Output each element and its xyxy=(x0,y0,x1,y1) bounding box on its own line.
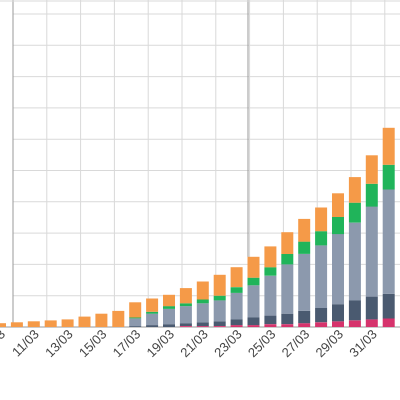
bar-segment xyxy=(163,309,175,325)
bar-segment xyxy=(264,315,277,325)
bar-segment xyxy=(179,306,192,324)
bar-segment xyxy=(247,317,260,326)
bar-segment xyxy=(365,155,378,184)
bar-segment xyxy=(196,322,209,327)
bar-segment xyxy=(382,293,395,319)
bar-segment xyxy=(129,318,142,327)
bar-segment xyxy=(230,292,243,320)
bar-segment xyxy=(44,320,57,327)
bar-segment xyxy=(332,193,344,217)
bar-segment xyxy=(129,326,142,327)
bar-segment xyxy=(382,127,395,165)
bar-segment xyxy=(146,311,159,314)
bar-segment xyxy=(213,321,226,326)
bar-segment xyxy=(196,281,209,300)
bar-segment xyxy=(196,299,209,304)
bar-segment xyxy=(348,320,361,327)
bar-segment xyxy=(146,325,159,327)
bar-segment xyxy=(281,232,294,254)
bar-segment xyxy=(298,218,311,242)
bar-segment xyxy=(230,267,243,288)
bar-segment xyxy=(179,326,192,327)
x-tick-label: 31/03 xyxy=(346,327,380,361)
bar-segment xyxy=(78,316,91,327)
bar-segment xyxy=(315,322,328,327)
bar-segment xyxy=(196,303,209,323)
bar-segment xyxy=(0,323,6,327)
bar-segment xyxy=(264,275,277,316)
bar-segment xyxy=(315,207,328,232)
bar-segment xyxy=(382,164,395,190)
bar-segment xyxy=(95,313,108,327)
bar-segment xyxy=(365,319,378,327)
bar-segment xyxy=(112,310,125,327)
bar-segment xyxy=(332,321,344,327)
bar-segment xyxy=(230,319,243,326)
bar-segment xyxy=(146,313,159,326)
x-tick-label: 15/03 xyxy=(76,327,110,361)
x-tick-label: 25/03 xyxy=(245,327,279,361)
bar-segment xyxy=(247,285,260,318)
bar-segment xyxy=(348,177,361,203)
bar-segment xyxy=(281,264,294,314)
bar-segment xyxy=(129,317,142,319)
bar-segment xyxy=(348,202,361,223)
bar-segment xyxy=(332,304,344,322)
x-tick-label: 27/03 xyxy=(279,327,313,361)
bar-segment xyxy=(281,254,294,265)
bar-segment xyxy=(365,296,378,320)
bar-segment xyxy=(298,254,311,311)
bar-segment xyxy=(264,246,277,268)
bar-segment xyxy=(315,308,328,323)
bar-segment xyxy=(315,245,328,308)
bar-segment xyxy=(213,295,226,301)
bar-segment xyxy=(247,256,260,278)
bar-segment xyxy=(298,323,311,327)
bar-segment xyxy=(298,241,311,254)
bar-segment xyxy=(264,267,277,276)
bar-segment xyxy=(247,325,260,327)
bar-segment xyxy=(332,234,344,305)
bar-segment xyxy=(298,310,311,324)
bar-segment xyxy=(264,324,277,327)
bar-segment xyxy=(163,306,175,309)
bar-segment xyxy=(382,318,395,327)
bar-segment xyxy=(315,231,328,246)
bar-segment xyxy=(61,319,74,327)
bar-segment xyxy=(365,183,378,207)
x-tick-label: 11/03 xyxy=(9,327,42,360)
x-tick-label: 19/03 xyxy=(144,327,178,361)
bar-segment xyxy=(230,325,243,327)
x-tick-label: 23/03 xyxy=(211,327,245,361)
bar-segment xyxy=(179,323,192,326)
bar-segment xyxy=(196,326,209,327)
bar-segment xyxy=(129,302,142,318)
bar-segment xyxy=(332,217,344,235)
bar-segment xyxy=(27,321,40,327)
bar-segment xyxy=(163,294,175,307)
bar-segment xyxy=(281,313,294,325)
bar-segment xyxy=(247,277,260,286)
x-tick-label: 21/03 xyxy=(177,327,211,361)
bar-segment xyxy=(213,300,226,322)
bar-segment xyxy=(213,326,226,327)
bar-segment xyxy=(146,298,159,312)
bar-segment xyxy=(348,300,361,321)
bar-segment xyxy=(179,303,192,307)
bar-segment xyxy=(163,324,175,327)
bar-segment xyxy=(281,324,294,327)
bar-segment xyxy=(348,222,361,301)
x-tick-label: 17/03 xyxy=(110,327,144,361)
x-tick-label: 09/03 xyxy=(0,327,8,361)
x-tick-label: 29/03 xyxy=(313,327,347,361)
bar-segment xyxy=(382,189,395,294)
bar-segment xyxy=(179,288,192,304)
bar-segment xyxy=(213,274,226,296)
bar-segment xyxy=(365,206,378,297)
bar-segment xyxy=(10,322,23,327)
bar-segment xyxy=(230,287,243,293)
x-tick-label: 13/03 xyxy=(42,327,76,361)
